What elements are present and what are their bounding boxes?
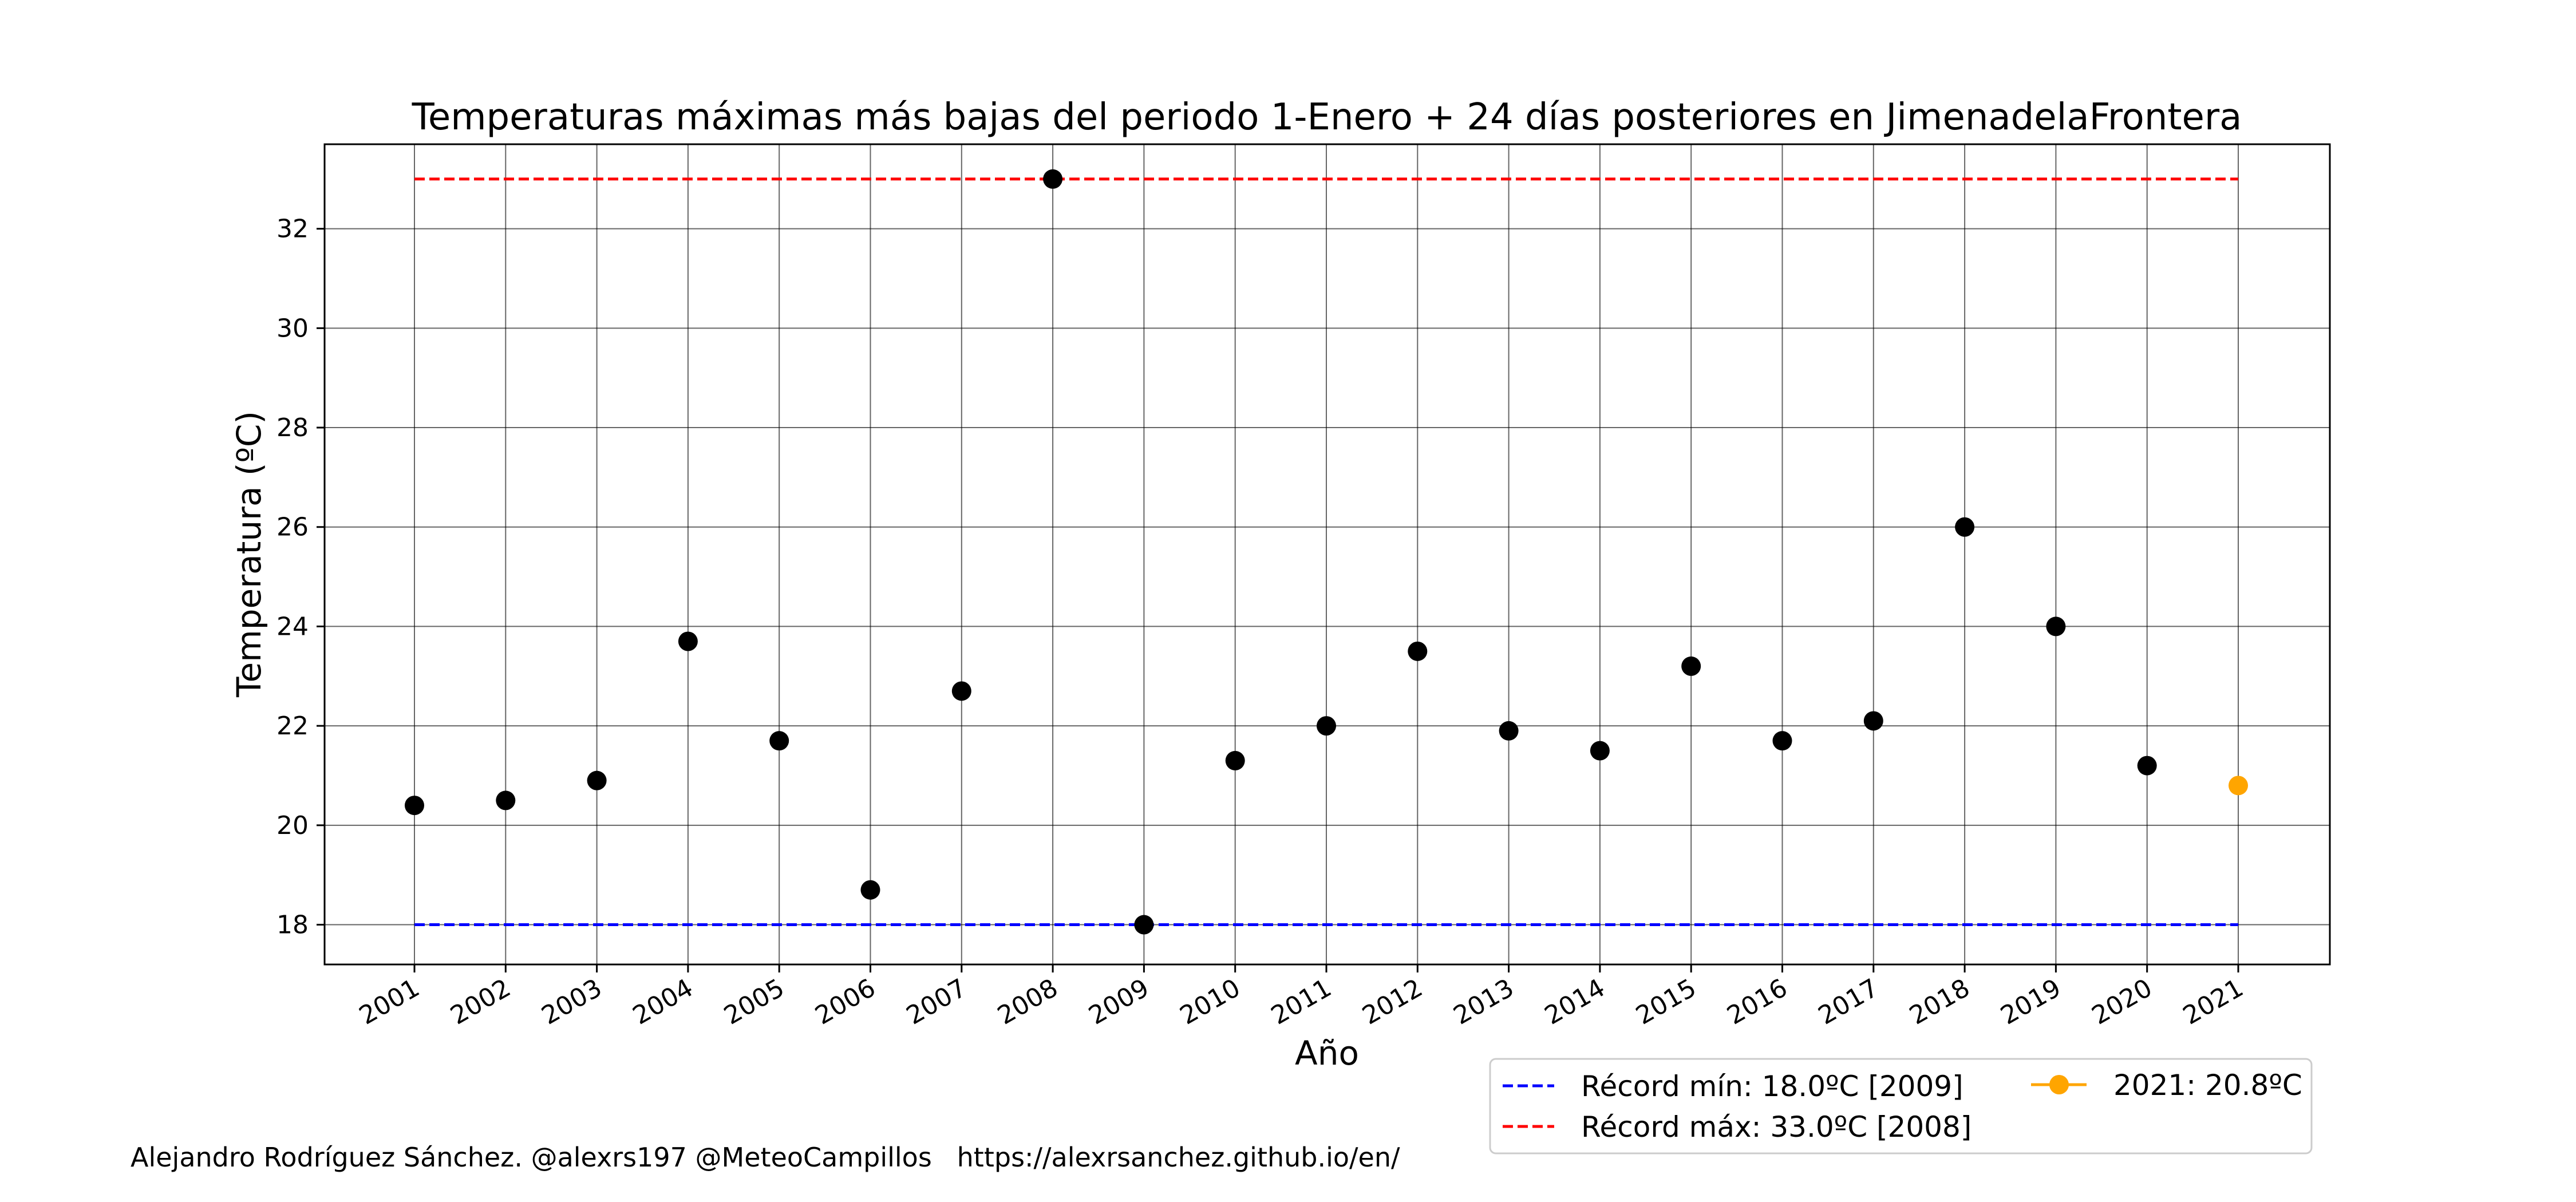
data-point [951, 681, 971, 701]
x-tick-label: 2012 [1357, 973, 1427, 1030]
x-tick-label: 2018 [1905, 973, 1974, 1030]
data-point [1134, 915, 1154, 935]
x-tick-label: 2006 [811, 973, 880, 1030]
current-year-point [2229, 776, 2248, 796]
data-point [1499, 721, 1519, 741]
plot-frame [323, 143, 2331, 966]
x-tick-label: 2013 [1449, 973, 1519, 1030]
x-tick-label: 2009 [1084, 973, 1153, 1030]
y-tick-label: 32 [276, 215, 309, 244]
legend-current-year-label: 2021: 20.8ºC [2113, 1069, 2302, 1102]
data-point [1955, 517, 1975, 537]
y-axis: 18 20 22 24 26 28 30 32 [276, 215, 325, 940]
data-point [1225, 750, 1245, 770]
chart-title: Temperaturas máximas más bajas del perio… [412, 96, 2242, 139]
grid [325, 144, 2330, 964]
data-points [405, 169, 2248, 935]
legend: Récord mín: 18.0ºC [2009] Récord máx: 33… [1489, 1058, 2313, 1154]
x-tick-label: 2020 [2087, 973, 2157, 1030]
data-point [860, 880, 880, 900]
data-point [1681, 656, 1701, 676]
data-point [769, 731, 789, 751]
y-tick-label: 18 [276, 911, 309, 940]
data-point [1043, 169, 1063, 189]
y-tick-label: 28 [276, 413, 309, 442]
y-tick-label: 26 [276, 513, 309, 542]
x-tick-label: 2014 [1540, 973, 1610, 1030]
x-axis-label: Año [1295, 1034, 1359, 1073]
x-tick-label: 2021 [2178, 973, 2248, 1030]
data-point [2137, 756, 2157, 776]
x-tick-label: 2015 [1631, 973, 1701, 1030]
x-axis: 2001 2002 2003 2004 2005 2006 2007 2008 2009 2010… [354, 964, 2249, 1031]
x-tick-label: 2008 [993, 973, 1062, 1030]
data-point [1590, 741, 1610, 761]
data-point [2046, 616, 2066, 636]
legend-record-min-label: Récord mín: 18.0ºC [2009] [1581, 1070, 1963, 1103]
data-point [405, 796, 424, 816]
y-tick-label: 24 [276, 612, 309, 641]
footer-credit: Alejandro Rodríguez Sánchez. @alexrs197 … [131, 1142, 1400, 1173]
data-point [496, 790, 516, 810]
reference-lines [414, 177, 2238, 927]
data-point [678, 631, 698, 651]
data-point [1408, 641, 1428, 661]
data-point [1317, 716, 1336, 736]
legend-record-max-label: Récord máx: 33.0ºC [2008] [1581, 1110, 1971, 1144]
data-point [1772, 731, 1792, 751]
x-tick-label: 2017 [1814, 973, 1883, 1030]
x-tick-label: 2010 [1175, 973, 1245, 1030]
x-tick-label: 2003 [537, 973, 607, 1030]
x-tick-label: 2002 [445, 973, 515, 1030]
x-tick-label: 2019 [1996, 973, 2065, 1030]
data-point [587, 770, 607, 790]
legend-current-year-swatch-marker [2049, 1075, 2069, 1094]
data-point [1863, 711, 1883, 731]
x-tick-label: 2007 [902, 973, 971, 1030]
legend-frame [1489, 1058, 2313, 1154]
y-tick-label: 22 [276, 711, 309, 741]
y-tick-label: 20 [276, 811, 309, 840]
x-tick-label: 2016 [1722, 973, 1792, 1030]
x-tick-label: 2011 [1266, 973, 1336, 1030]
y-tick-label: 30 [276, 314, 309, 343]
y-axis-label: Temperatura (ºC) [230, 411, 268, 698]
x-tick-label: 2005 [719, 973, 789, 1030]
x-tick-label: 2004 [628, 973, 698, 1030]
x-tick-label: 2001 [354, 973, 424, 1030]
